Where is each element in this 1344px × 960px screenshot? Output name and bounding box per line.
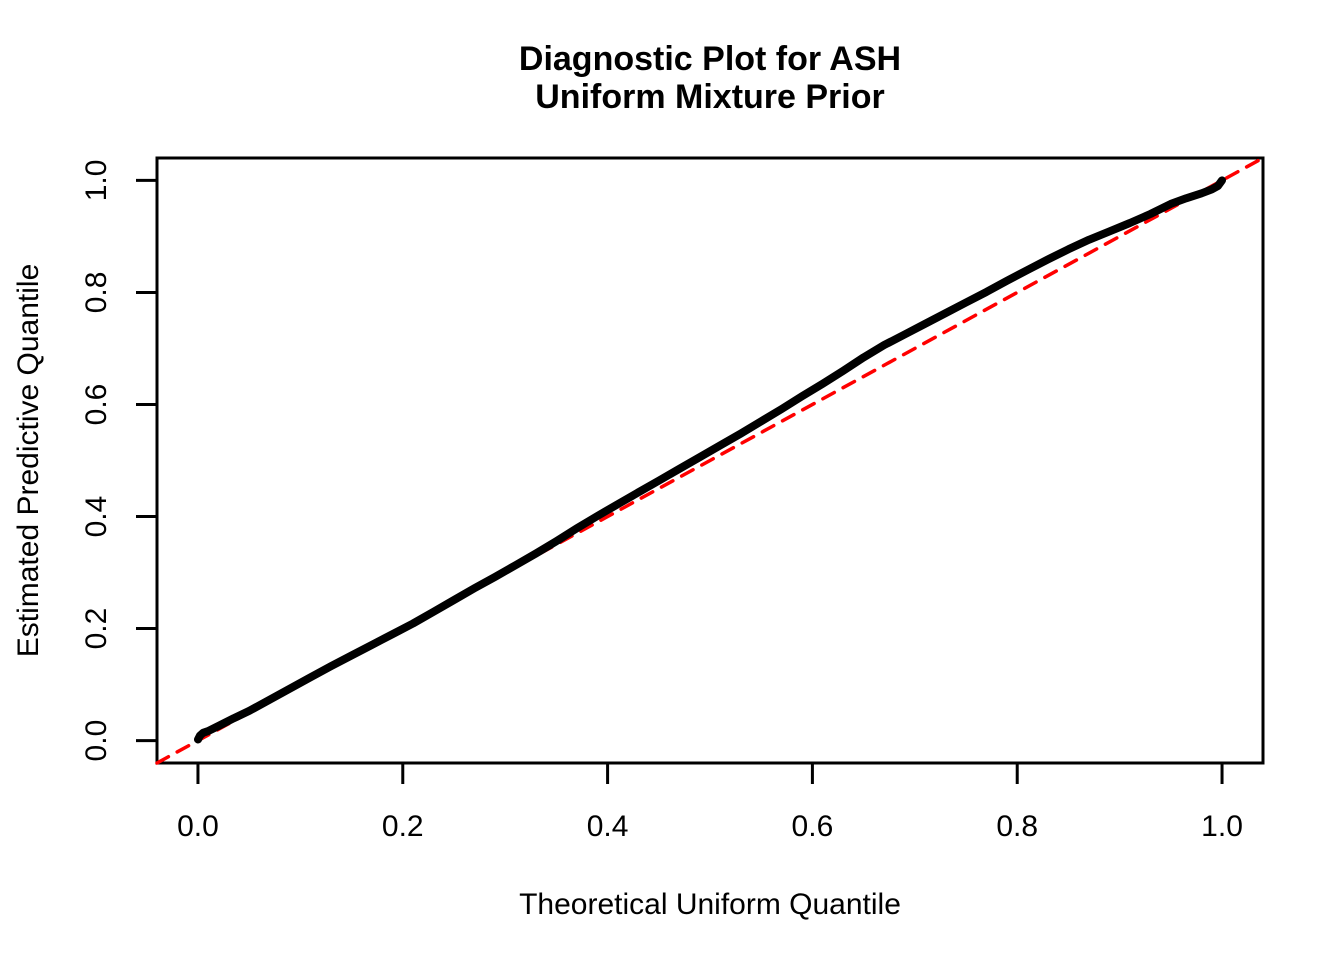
y-axis-tick-label: 0.2 <box>80 608 113 650</box>
plot-border <box>155 156 1265 765</box>
estimated-predictive-quantile-curve <box>194 176 1226 744</box>
x-axis-tick-label: 0.0 <box>177 810 219 843</box>
axes-layer: 0.0 0.2 0.4 0.6 0.8 1.0 0.0 0.2 0.4 0.6 0.8 1.0 <box>80 160 1243 843</box>
y-axis-tick-label: 0.0 <box>80 720 113 762</box>
x-axis-label: Theoretical Uniform Quantile <box>519 888 901 921</box>
y-axis-tick-label: 0.4 <box>80 496 113 538</box>
x-axis-tick-label: 0.8 <box>996 810 1038 843</box>
y-axis-tick-label: 0.6 <box>80 384 113 426</box>
chart-title-line2: Uniform Mixture Prior <box>535 78 884 116</box>
x-axis-tick-label: 1.0 <box>1201 810 1243 843</box>
x-axis-tick-label: 0.4 <box>587 810 629 843</box>
y-axis-label: Estimated Predictive Quantile <box>12 264 45 658</box>
series-layer <box>155 156 1265 765</box>
y-axis-tick-label: 1.0 <box>80 160 113 202</box>
chart-title-line1: Diagnostic Plot for ASH <box>519 40 901 78</box>
y-axis-tick-label: 0.8 <box>80 272 113 314</box>
x-axis-tick-label: 0.6 <box>792 810 834 843</box>
x-axis-tick-label: 0.2 <box>382 810 424 843</box>
